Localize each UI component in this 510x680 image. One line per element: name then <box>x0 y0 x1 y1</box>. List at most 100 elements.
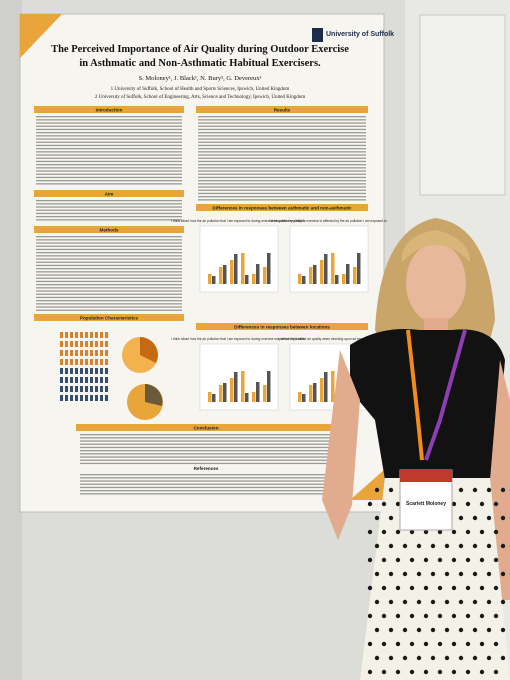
section-bar <box>76 424 336 431</box>
person-icon <box>65 368 68 374</box>
text-line <box>198 151 366 153</box>
text-line <box>36 293 182 295</box>
text-line <box>36 128 182 131</box>
dot <box>423 585 429 591</box>
text-line <box>36 212 182 215</box>
dot <box>472 599 478 605</box>
board-frame <box>0 0 22 680</box>
dot <box>493 585 499 591</box>
bar-shape <box>331 253 335 284</box>
text-line <box>80 443 332 445</box>
text-line <box>198 173 366 175</box>
dot <box>472 543 478 549</box>
person-icon <box>80 395 83 401</box>
dot <box>479 669 485 675</box>
section-heading: Methods <box>100 228 119 233</box>
dot <box>479 585 485 591</box>
text-line <box>198 138 366 140</box>
dot <box>479 641 485 647</box>
text-line <box>36 219 182 221</box>
person-icon <box>85 341 88 347</box>
dot <box>465 613 471 619</box>
dot <box>374 487 380 493</box>
text-line <box>36 309 182 311</box>
dot <box>437 557 443 563</box>
text-line <box>36 170 182 172</box>
dot <box>423 641 429 647</box>
bar-shape <box>230 260 234 284</box>
poster-title: The Perceived Importance of Air Quality … <box>51 44 349 55</box>
bar-shape <box>263 385 267 402</box>
dot <box>395 501 401 507</box>
dot <box>367 501 373 507</box>
dot <box>374 571 380 577</box>
person-icon <box>75 359 78 365</box>
dot <box>486 655 492 661</box>
bar-shape <box>357 253 361 284</box>
dot <box>388 515 394 521</box>
person-icon <box>90 332 93 338</box>
chart-title: I think about how the air pollution that… <box>171 337 305 341</box>
dot <box>437 585 443 591</box>
text-line <box>36 167 182 169</box>
bar-shape <box>263 267 267 284</box>
corner-accent <box>20 14 62 58</box>
dot <box>458 515 464 521</box>
person-icon <box>60 386 63 392</box>
person-icon <box>65 332 68 338</box>
dot <box>451 613 457 619</box>
person-icon <box>70 377 73 383</box>
dot <box>395 613 401 619</box>
text-line <box>198 132 366 134</box>
panel <box>419 14 506 196</box>
text-line <box>198 180 366 182</box>
text-line <box>198 154 366 156</box>
text-line <box>36 173 182 175</box>
bar-shape <box>342 274 346 284</box>
person-icon <box>70 350 73 356</box>
text-line <box>80 459 332 461</box>
person-icon <box>75 377 78 383</box>
text-line <box>36 135 182 137</box>
bar-shape <box>353 267 357 284</box>
text-line <box>198 122 366 124</box>
section-bar <box>34 314 184 321</box>
dot <box>381 669 387 675</box>
corner-accent <box>350 470 384 500</box>
bar-shape <box>331 371 335 402</box>
person-icon <box>60 350 63 356</box>
dot <box>416 655 422 661</box>
dot <box>430 571 436 577</box>
person-icon <box>95 377 98 383</box>
logo-text: University of Suffolk <box>326 31 394 38</box>
dot <box>430 627 436 633</box>
dot <box>367 669 373 675</box>
person-icon <box>90 368 93 374</box>
affiliation: 1 University of Suffolk, School of Healt… <box>111 87 290 92</box>
dot <box>444 599 450 605</box>
text-line <box>198 125 366 127</box>
text-line <box>36 252 182 254</box>
text-line <box>36 203 182 205</box>
bar-shape <box>252 392 256 402</box>
person-icon <box>75 350 78 356</box>
dot <box>444 543 450 549</box>
dot <box>486 599 492 605</box>
dot <box>395 641 401 647</box>
text-line <box>36 248 182 251</box>
dot <box>430 655 436 661</box>
bar-shape <box>346 264 350 284</box>
dot <box>472 487 478 493</box>
bar-shape <box>324 372 328 402</box>
polka-dots <box>367 487 506 675</box>
dot <box>402 571 408 577</box>
text-line <box>36 245 182 247</box>
dot <box>451 669 457 675</box>
text-line <box>36 268 182 270</box>
text-line <box>36 160 182 163</box>
person-icon <box>100 359 103 365</box>
text-line <box>36 277 182 279</box>
person-icon <box>70 332 73 338</box>
person-icon <box>105 332 108 338</box>
person-icon <box>60 341 63 347</box>
